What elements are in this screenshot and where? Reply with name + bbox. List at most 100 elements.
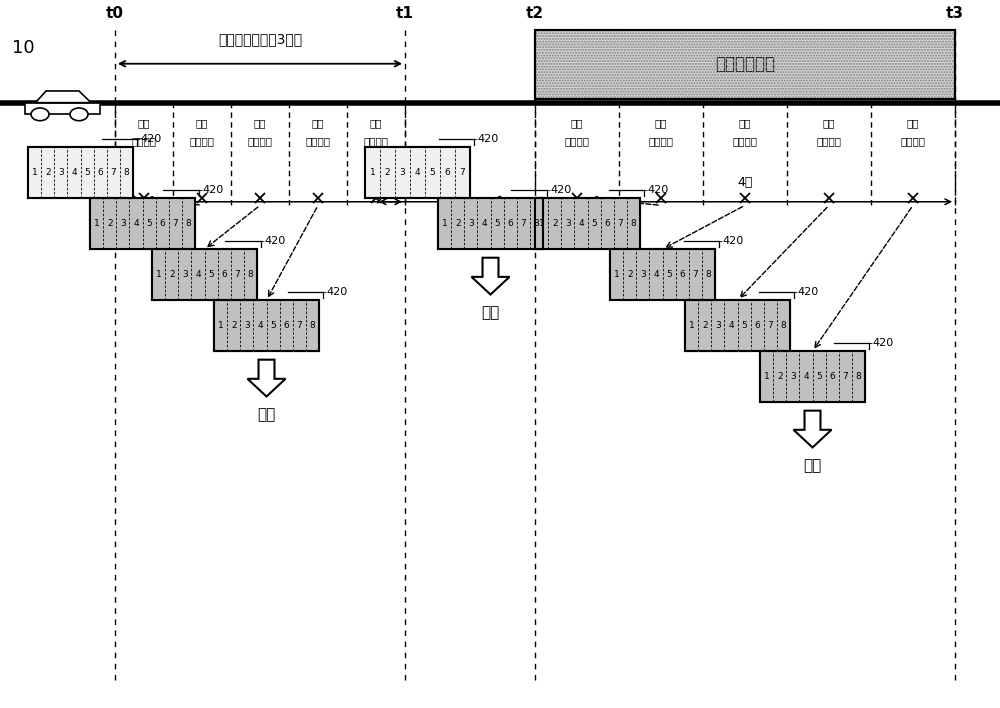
Bar (517, 198, 530, 249)
Bar (610, 249, 623, 300)
Bar (535, 198, 548, 249)
Bar (380, 147, 395, 198)
Text: 420: 420 (140, 135, 161, 144)
Bar (244, 249, 257, 300)
Text: 4: 4 (578, 219, 584, 228)
Text: 420: 420 (550, 185, 571, 195)
Text: 7: 7 (520, 219, 526, 228)
Bar (152, 249, 257, 300)
Text: 5: 5 (208, 270, 214, 279)
Text: 7: 7 (617, 219, 623, 228)
Text: 4: 4 (728, 321, 734, 330)
Text: 1: 1 (614, 270, 619, 279)
Bar (614, 198, 627, 249)
Text: 数据: 数据 (196, 118, 208, 128)
Bar (662, 249, 676, 300)
Bar (477, 198, 490, 249)
Text: 3: 3 (715, 321, 721, 330)
Bar (240, 300, 253, 351)
Bar (90, 198, 103, 249)
Bar (129, 198, 143, 249)
Text: 420: 420 (647, 185, 668, 195)
Text: 8: 8 (706, 270, 711, 279)
Bar (41, 147, 54, 198)
Text: 获取期间: 获取期间 (732, 137, 758, 147)
Bar (156, 198, 169, 249)
Bar (231, 249, 244, 300)
Text: 发送: 发送 (257, 407, 276, 422)
Text: 6: 6 (679, 270, 685, 279)
Text: 7: 7 (234, 270, 240, 279)
Bar (676, 249, 689, 300)
Text: t1: t1 (396, 6, 414, 21)
Text: 发送: 发送 (803, 458, 822, 473)
Text: 420: 420 (797, 287, 818, 297)
Text: 数据: 数据 (739, 118, 751, 128)
Text: 2: 2 (231, 321, 237, 330)
Bar (561, 198, 574, 249)
Text: 数据: 数据 (571, 118, 583, 128)
Text: 5: 5 (741, 321, 747, 330)
Text: 4: 4 (653, 270, 659, 279)
Text: 送信: 送信 (481, 305, 500, 320)
Text: 1: 1 (156, 270, 161, 279)
Polygon shape (472, 258, 509, 295)
Bar (535, 198, 640, 249)
Bar (214, 300, 319, 351)
Text: 420: 420 (477, 135, 498, 144)
Text: -: - (473, 135, 477, 144)
Bar (440, 147, 455, 198)
Bar (852, 351, 865, 402)
Text: 3: 3 (565, 219, 571, 228)
Text: 6: 6 (159, 219, 165, 228)
Text: 3: 3 (400, 169, 405, 177)
Text: 7: 7 (460, 169, 465, 177)
Text: 数据: 数据 (370, 118, 382, 128)
Text: 数据: 数据 (907, 118, 919, 128)
Text: 1: 1 (539, 219, 544, 228)
Text: 2: 2 (552, 219, 558, 228)
Bar (588, 198, 601, 249)
Bar (28, 147, 133, 198)
Bar (395, 147, 410, 198)
Text: 4: 4 (481, 219, 487, 228)
Text: 不可通信区域: 不可通信区域 (715, 55, 775, 74)
Bar (365, 147, 470, 198)
Bar (685, 300, 790, 351)
Bar (724, 300, 738, 351)
Text: 6: 6 (97, 169, 103, 177)
Bar (685, 300, 790, 351)
Text: 1: 1 (764, 372, 769, 381)
Text: 2: 2 (107, 219, 112, 228)
Bar (649, 249, 662, 300)
Text: -: - (322, 287, 326, 297)
Bar (94, 147, 107, 198)
Bar (103, 198, 116, 249)
Text: 3: 3 (468, 219, 474, 228)
Text: 6: 6 (829, 372, 835, 381)
Bar (116, 198, 129, 249)
Bar (760, 351, 865, 402)
Text: 6: 6 (283, 321, 289, 330)
Text: 2: 2 (169, 270, 175, 279)
Bar (799, 351, 813, 402)
Text: 1: 1 (370, 169, 375, 177)
Text: 6: 6 (507, 219, 513, 228)
Text: 1: 1 (689, 321, 694, 330)
Bar (464, 198, 477, 249)
Bar (218, 249, 231, 300)
Bar (610, 249, 715, 300)
Bar (191, 249, 205, 300)
Text: 4: 4 (415, 169, 420, 177)
Bar (738, 300, 751, 351)
Bar (410, 147, 425, 198)
Text: 获取期间: 获取期间 (364, 137, 389, 147)
Bar (28, 147, 41, 198)
Text: 数据: 数据 (254, 118, 266, 128)
Bar (80, 147, 94, 198)
Bar (178, 249, 191, 300)
Bar (438, 198, 451, 249)
Text: 3: 3 (790, 372, 796, 381)
Bar (152, 249, 165, 300)
Text: 5: 5 (591, 219, 597, 228)
